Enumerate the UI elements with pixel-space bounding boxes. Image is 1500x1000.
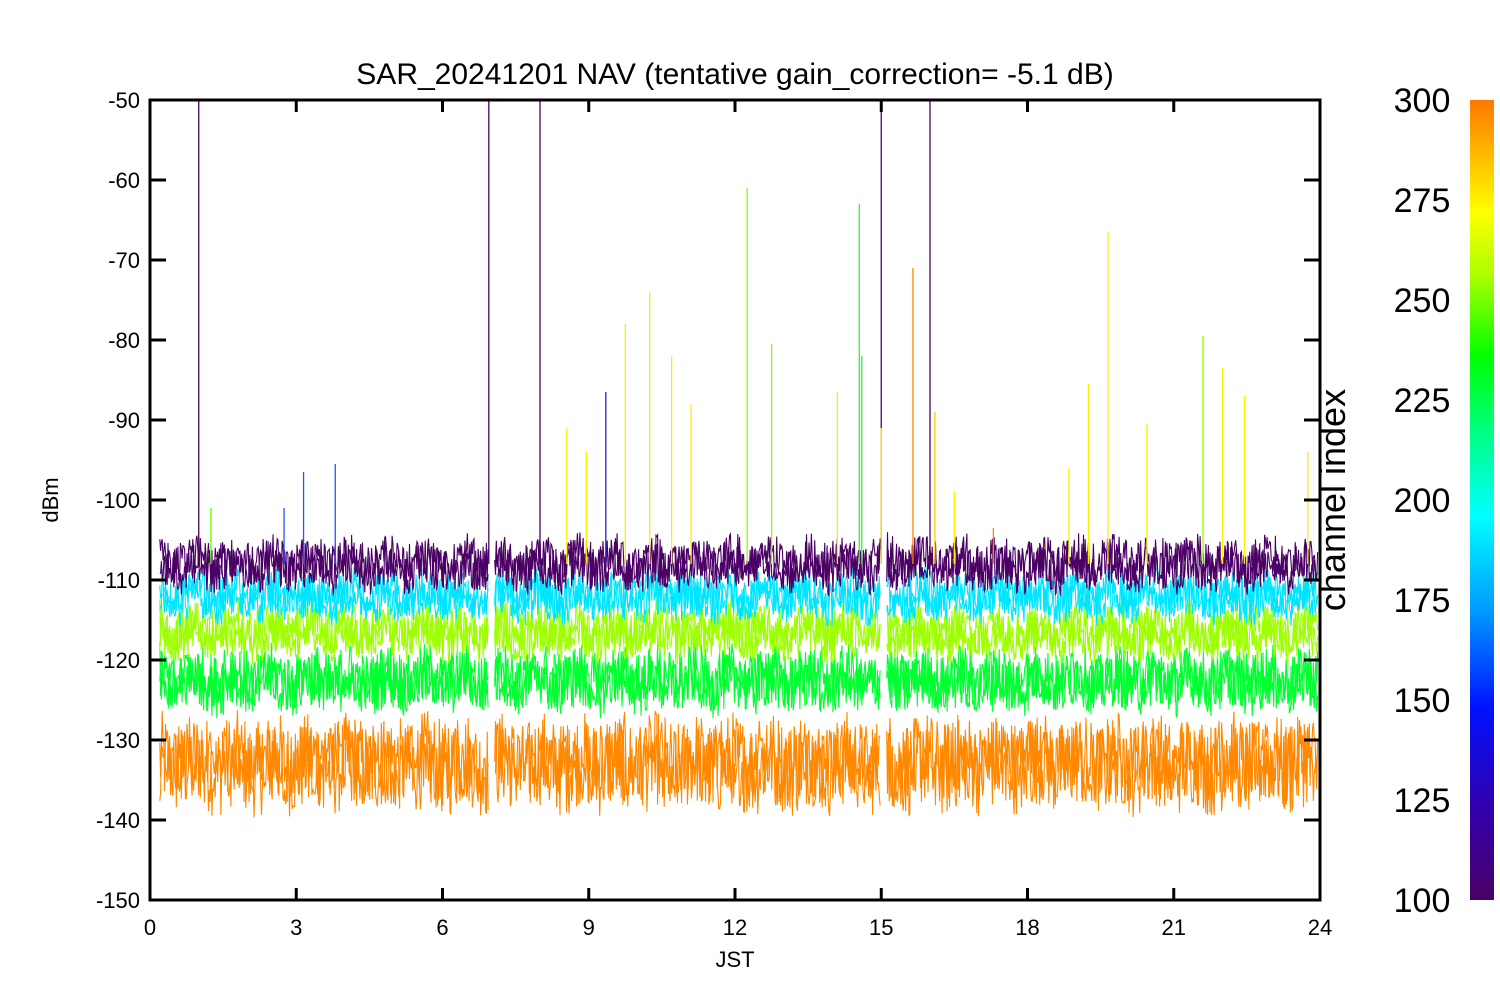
noise-trace [494, 710, 881, 817]
colorbar-tick-label: 125 [1394, 782, 1451, 820]
noise-trace [886, 604, 1319, 660]
colorbar-tick-label: 175 [1394, 582, 1451, 620]
y-axis-label: dBm [38, 477, 63, 522]
y-tick-label: -90 [108, 408, 140, 433]
colorbar-tick-label: 200 [1394, 482, 1451, 520]
x-tick-label: 24 [1308, 915, 1332, 940]
noise-trace [159, 720, 489, 809]
noise-trace [886, 570, 1319, 622]
colorbar [1470, 100, 1494, 900]
plot-area [159, 101, 1319, 818]
noise-trace [159, 598, 489, 665]
x-tick-label: 3 [290, 915, 302, 940]
x-tick-label: 12 [723, 915, 747, 940]
noise-trace [159, 604, 489, 659]
x-tick-label: 9 [583, 915, 595, 940]
y-tick-label: -60 [108, 168, 140, 193]
chart-title: SAR_20241201 NAV (tentative gain_correct… [356, 58, 1113, 91]
noise-trace [494, 720, 881, 809]
noise-trace [159, 538, 489, 591]
noise-trace [159, 533, 489, 596]
colorbar-tick-label: 100 [1394, 882, 1451, 920]
y-tick-label: -50 [108, 88, 140, 113]
colorbar-tick-label: 300 [1394, 82, 1451, 120]
noise-band-ch255 [159, 598, 1319, 665]
noise-trace [494, 571, 881, 621]
y-tick-label: -140 [96, 808, 140, 833]
y-tick-label: -150 [96, 888, 140, 913]
noise-trace [494, 538, 881, 592]
x-tick-label: 0 [144, 915, 156, 940]
noise-band-ch225 [159, 641, 1319, 719]
y-tick-label: -70 [108, 248, 140, 273]
noise-trace [159, 570, 489, 622]
noise-band-ch105 [159, 532, 1319, 597]
signal-spikes [198, 101, 1309, 564]
colorbar-label: channel index [1312, 389, 1353, 611]
colorbar-tick-label: 275 [1394, 182, 1451, 220]
noise-band-ch280 [159, 710, 1319, 818]
noise-trace [886, 719, 1319, 808]
noise-trace [159, 648, 489, 712]
x-axis-label: JST [715, 947, 754, 972]
colorbar-tick-label: 225 [1394, 382, 1451, 420]
noise-bands [159, 532, 1319, 818]
y-tick-label: -130 [96, 728, 140, 753]
y-tick-label: -100 [96, 488, 140, 513]
colorbar-tick-label: 150 [1394, 682, 1451, 720]
noise-band-ch170 [159, 566, 1319, 628]
colorbar-tick-label: 250 [1394, 282, 1451, 320]
x-tick-label: 15 [869, 915, 893, 940]
y-tick-label: -120 [96, 648, 140, 673]
noise-trace [886, 649, 1319, 712]
noise-trace [886, 537, 1319, 591]
x-tick-label: 6 [436, 915, 448, 940]
x-tick-label: 21 [1162, 915, 1186, 940]
x-tick-label: 18 [1015, 915, 1039, 940]
y-axis: -50 -60 -70 -80 -90 -100 -110 -120 -130 -140 -150 [96, 88, 1320, 913]
y-tick-label: -80 [108, 328, 140, 353]
noise-trace [494, 604, 881, 660]
x-axis: 0 3 6 9 12 15 18 21 24 [144, 100, 1332, 940]
colorbar-axis: 300 275 250 225 200 175 150 125 100 [1394, 82, 1451, 920]
y-tick-label: -110 [98, 568, 140, 593]
noise-trace [494, 648, 881, 712]
